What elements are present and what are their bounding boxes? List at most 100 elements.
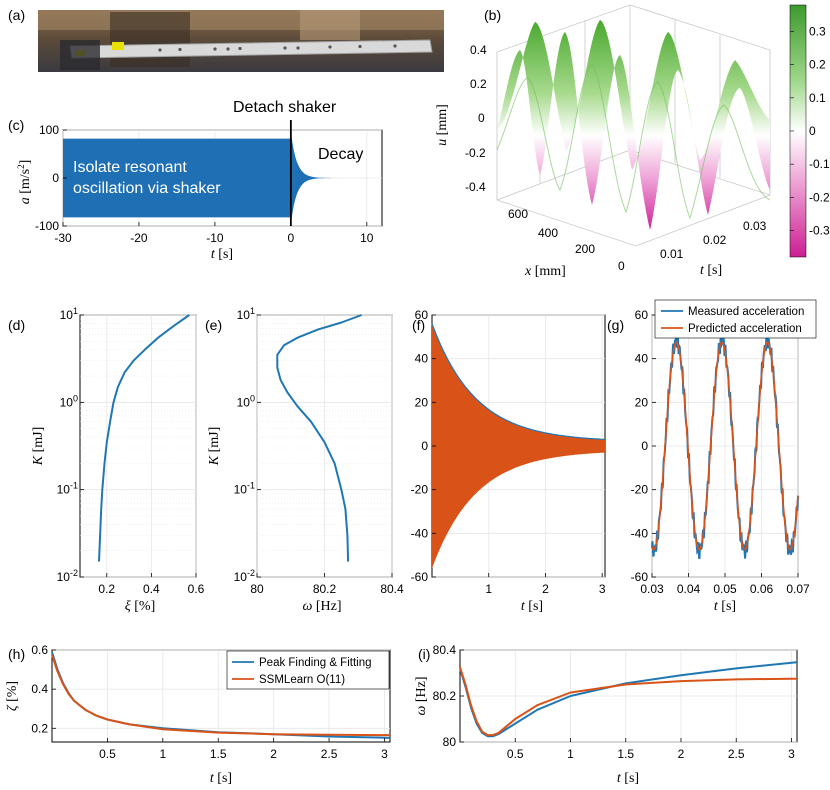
beam-photo	[38, 10, 444, 72]
colorbar-tick-label: 0.2	[809, 58, 826, 72]
xtick-label-3d: 200	[575, 242, 595, 256]
ttick-label-3d: 0.03	[743, 219, 767, 233]
y-tick-label: 40	[415, 352, 429, 366]
xlabel-g: t [s]	[714, 599, 736, 614]
colorbar-tick-label: -0.3	[809, 223, 830, 237]
x-tick-label: 0.5	[507, 747, 524, 761]
y-tick-label: 80.4	[433, 643, 457, 657]
xlabel-i: t [s]	[617, 771, 639, 786]
x-tick-label: 1.5	[210, 747, 227, 761]
ylabel-i: ω [Hz]	[414, 676, 429, 715]
y-tick-label: 10-2	[234, 568, 255, 584]
y-tick-label: 0	[52, 171, 59, 185]
y-tick-label: 100	[60, 393, 78, 409]
tlabel-b: t [s]	[700, 263, 722, 278]
colorbar-tick-label: 0	[809, 124, 816, 138]
legend-label-predicted: Predicted acceleration	[688, 323, 802, 335]
decay-annotation: Decay	[318, 146, 363, 163]
x-tick-label: 0.03	[640, 582, 664, 596]
x-tick-label: -30	[54, 231, 72, 245]
panel-label-e: (e)	[205, 317, 222, 333]
colorbar-tick-label: 0.3	[809, 25, 826, 39]
legend-h: Peak Finding & Fitting SSMLearn O(11)	[226, 650, 390, 690]
x-tick-label: 2.5	[728, 747, 745, 761]
y-tick-label: 100	[237, 393, 255, 409]
x-tick-label: 2	[270, 747, 277, 761]
panel-label-b: (b)	[484, 7, 501, 23]
x-tick-label: 0.04	[677, 582, 701, 596]
xtick-label-3d: 600	[508, 207, 528, 221]
ztick-label: -0.4	[465, 180, 486, 194]
colorbar-tick-label: 0.1	[809, 91, 826, 105]
y-tick-label: -20	[631, 483, 649, 497]
x-tick-label: 80.4	[380, 582, 404, 596]
panel-label-i: (i)	[418, 646, 430, 662]
y-tick-label: 80.2	[433, 689, 457, 703]
colorbar: 0.3 0.2 0.1 0 -0.1 -0.2 -0.3	[789, 4, 830, 258]
x-tick-label: 10	[360, 231, 374, 245]
x-tick-label: 0.05	[713, 582, 737, 596]
ttick-label-3d: 0.02	[703, 233, 727, 247]
decay-envelope	[290, 132, 382, 224]
y-tick-label: 80	[443, 735, 457, 749]
ztick-label: 0	[478, 111, 485, 125]
y-tick-label: 0.6	[31, 643, 48, 657]
x-tick-label: 1	[485, 582, 492, 596]
xtick-label-3d: 0	[618, 259, 625, 273]
y-tick-label: 20	[635, 395, 649, 409]
x-tick-label: -20	[130, 231, 148, 245]
chart-frequency-time: 0.5 1 1.5 2 2.5 3 80 80.2 80.4 ω [Hz] t [s]	[414, 643, 798, 786]
chart-surface-3d: 0.4 0.2 0 -0.2 -0.4 600 400 200 0 0.01 0…	[435, 4, 830, 279]
y-tick-label: 10-1	[57, 481, 78, 497]
surface-ticks: 0.4 0.2 0 -0.2 -0.4 600 400 200 0 0.01 0…	[435, 43, 767, 279]
x-tick-label: 0.4	[143, 582, 160, 596]
x-tick-label: -10	[206, 231, 224, 245]
y-tick-label: 0	[421, 439, 428, 453]
y-tick-label: 100	[39, 123, 59, 137]
chart-damping-energy: 0.2 0.4 0.6 10-2 10-1 100 101 K [mJ] ξ [%]	[31, 306, 205, 614]
y-tick-label: 0	[641, 439, 648, 453]
ylabel-h: ζ [%]	[5, 681, 20, 711]
x-tick-label: 0.2	[98, 582, 115, 596]
ztick-label: -0.2	[465, 146, 486, 160]
chart-frequency-energy: 80 80.2 80.4 10-2 10-1 100 101 K [mJ] ω [Hz]	[207, 306, 404, 614]
xtick-label-3d: 400	[538, 226, 558, 240]
colorbar-tick-label: -0.1	[809, 157, 830, 171]
xlabel-h: t [s]	[210, 771, 232, 786]
xlabel-c: t [s]	[211, 247, 233, 262]
x-tick-label: 80	[250, 582, 264, 596]
ztick-label: 0.2	[470, 77, 487, 91]
x-tick-label: 0.5	[99, 747, 116, 761]
panel-label-a: (a)	[8, 7, 25, 23]
legend-label-measured: Measured acceleration	[688, 306, 804, 318]
chart-decay-acceleration: 1 2 3 -60 -40 -20 0 20 40 60 t [s]	[411, 308, 606, 614]
series-line	[51, 654, 390, 737]
y-tick-label: 20	[415, 395, 429, 409]
detach-annotation: Detach shaker	[233, 99, 337, 116]
ztick-label: 0.4	[470, 43, 487, 57]
x-tick-label: 2	[542, 582, 549, 596]
xlabel-e: ω [Hz]	[302, 599, 341, 614]
plot-area-d	[79, 314, 197, 578]
x-tick-label: 0.07	[786, 582, 810, 596]
x-tick-label: 0.6	[188, 582, 205, 596]
driven-oscillation	[63, 138, 291, 218]
chart-damping-time: 0.5 1 1.5 2 2.5 3 0.2 0.4 0.6 Peak Finding & Fit…	[5, 643, 391, 786]
panel-label-c: (c)	[8, 117, 24, 133]
y-tick-label: 0.4	[31, 682, 48, 696]
x-tick-label: 80.2	[313, 582, 337, 596]
y-tick-label: -60	[411, 570, 429, 584]
y-tick-label: 101	[60, 306, 78, 322]
predicted-acceleration-line	[651, 341, 799, 551]
isolate-annotation-line1: Isolate resonant	[73, 159, 187, 176]
ylabel-d: K [mJ]	[31, 427, 46, 467]
legend-label-peak: Peak Finding & Fitting	[259, 657, 372, 669]
y-tick-label: 0.2	[31, 721, 48, 735]
x-tick-label: 3	[381, 747, 388, 761]
panel-label-g: (g)	[607, 317, 624, 333]
y-tick-label: -100	[35, 219, 59, 233]
panel-label-h: (h)	[8, 646, 25, 662]
y-tick-label: 60	[635, 308, 649, 322]
isolate-annotation-line2: oscillation via shaker	[73, 180, 221, 197]
ttick-label-3d: 0.01	[660, 247, 684, 261]
